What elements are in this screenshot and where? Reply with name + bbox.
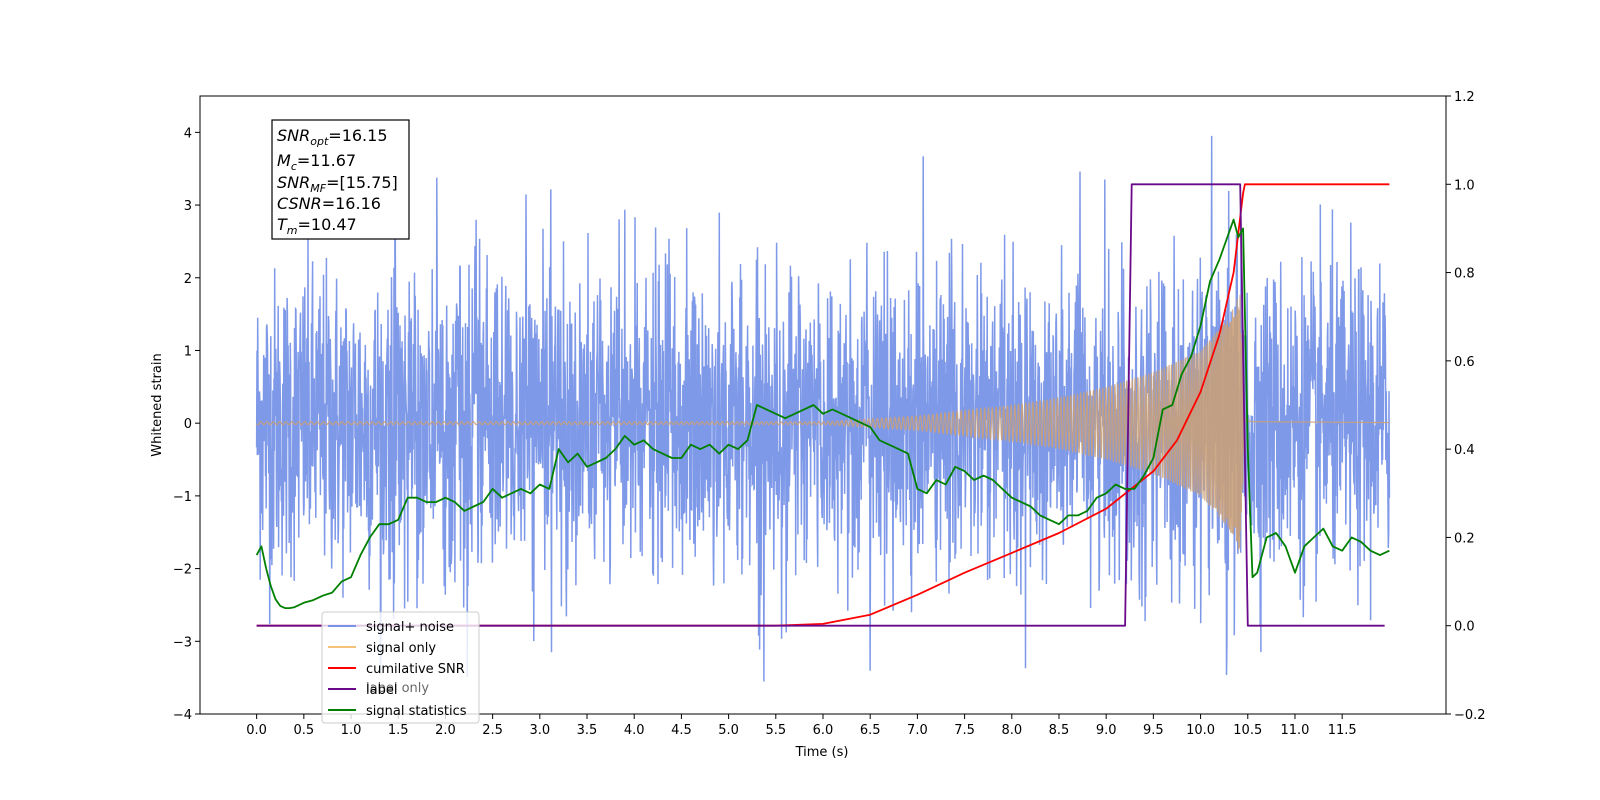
x-tick-label: 11.5	[1328, 723, 1357, 738]
x-tick-label: 9.0	[1096, 723, 1117, 738]
x-tick-label: 6.5	[860, 723, 881, 738]
annotation-line-csnr: CSNR=16.16	[277, 194, 381, 213]
series-signal-statistics	[255, 218, 1390, 609]
series-signal-plus-noise	[255, 132, 1391, 682]
stats-annotation-box: SNRopt=16.15 Mc=11.67 SNRMF=[15.75] CSNR…	[271, 119, 410, 240]
y-right-tick-label: 0.0	[1454, 620, 1475, 635]
x-tick-label: 3.0	[529, 723, 550, 738]
y-right-tick-label: 0.6	[1454, 355, 1475, 370]
y-left-tick-label: 2	[184, 272, 192, 287]
y-left-tick-label: 1	[184, 344, 192, 359]
signal-plus-noise-series	[255, 132, 1391, 682]
y-axis-left: −4 −3 −2 −1 0 1 2 3 4	[173, 126, 200, 723]
x-tick-label: 9.5	[1143, 723, 1164, 738]
series-cumilative-snr	[256, 183, 1390, 627]
x-tick-label: 4.0	[624, 723, 645, 738]
x-tick-label: 8.0	[1001, 723, 1022, 738]
series-signal-only	[256, 294, 1390, 550]
signal-only-series	[256, 294, 1390, 550]
y-axis-right: −0.2 0.0 0.2 0.4 0.6 0.8 1.0 1.2	[1446, 90, 1486, 723]
y-left-tick-label: −1	[173, 490, 192, 505]
y-axis-left-label: Whitened strain	[150, 353, 165, 456]
x-tick-label: 10.5	[1233, 723, 1262, 738]
x-tick-label: 7.0	[907, 723, 928, 738]
legend-entry-label: signal+ noise	[366, 620, 454, 635]
legend-entry-label: signal statistics	[366, 704, 467, 719]
x-tick-label: 3.5	[577, 723, 598, 738]
x-tick-label: 6.0	[813, 723, 834, 738]
annotation-line-snr-opt: SNRopt=16.15	[277, 126, 388, 148]
legend-entry-label: cumilative SNR	[366, 662, 465, 677]
y-left-tick-label: −3	[173, 635, 192, 650]
series-label	[256, 183, 1385, 627]
legend-entry-label: signal only	[366, 641, 436, 656]
x-tick-label: 10.0	[1186, 723, 1215, 738]
y-left-tick-label: 4	[184, 126, 192, 141]
right-axis-series	[255, 183, 1390, 627]
x-tick-label: 7.5	[954, 723, 975, 738]
x-tick-label: 0.5	[293, 723, 314, 738]
y-right-tick-label: 1.2	[1454, 90, 1475, 105]
x-axis-label: Time (s)	[795, 745, 849, 760]
x-tick-label: 5.5	[765, 723, 786, 738]
x-tick-label: 1.0	[341, 723, 362, 738]
x-tick-label: 4.5	[671, 723, 692, 738]
x-tick-label: 0.0	[246, 723, 267, 738]
y-right-tick-label: 0.8	[1454, 267, 1475, 282]
x-tick-label: 1.5	[388, 723, 409, 738]
x-tick-label: 11.0	[1280, 723, 1309, 738]
x-tick-label: 8.5	[1049, 723, 1070, 738]
y-right-tick-label: 0.2	[1454, 531, 1475, 546]
y-left-tick-label: −2	[173, 563, 192, 578]
legend-entry-label: label	[366, 683, 397, 698]
annotation-line-mc: Mc=11.67	[277, 151, 356, 173]
x-tick-label: 2.0	[435, 723, 456, 738]
y-right-tick-label: 0.4	[1454, 443, 1475, 458]
legend-box	[321, 611, 480, 724]
annotation-line-tm: Tm=10.47	[277, 215, 357, 237]
plot-area	[255, 132, 1391, 682]
y-right-tick-label: −0.2	[1454, 708, 1486, 723]
legend: label only signal+ noise signal only cumil…	[321, 611, 480, 724]
y-left-tick-label: 0	[184, 417, 192, 432]
y-right-tick-label: 1.0	[1454, 178, 1475, 193]
legend-hidden-text: label only	[366, 681, 429, 696]
x-axis: 0.0 0.5 1.0 1.5 2.0 2.5 3.0 3.5 4.0 4.5 5.0 5.5 6.0 6…	[246, 714, 1357, 738]
y-left-tick-label: −4	[173, 708, 192, 723]
annotation-line-snr-mf: SNRMF=[15.75]	[277, 173, 398, 195]
x-tick-label: 2.5	[482, 723, 503, 738]
x-tick-label: 5.0	[718, 723, 739, 738]
y-left-tick-label: 3	[184, 199, 192, 214]
